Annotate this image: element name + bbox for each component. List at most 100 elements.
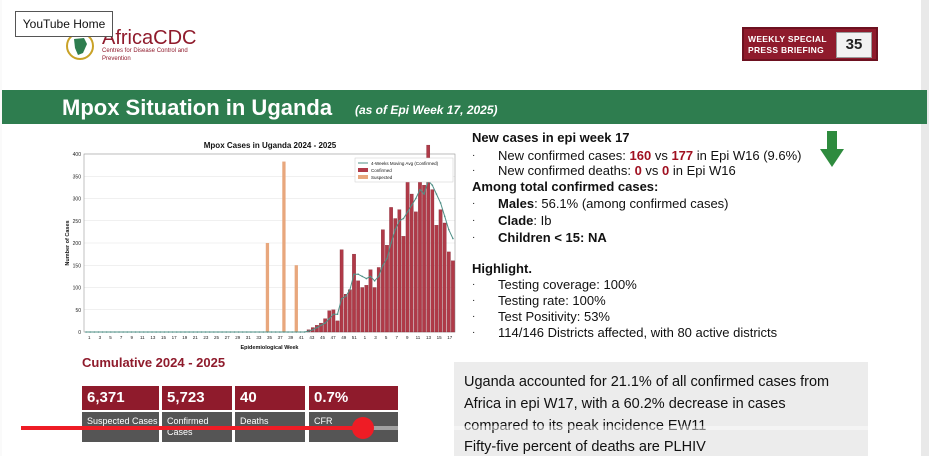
x-tick-label: 5	[109, 335, 112, 340]
moving-average-point	[402, 217, 405, 220]
moving-average-point	[299, 331, 302, 333]
confirmed-bar	[447, 251, 451, 333]
moving-average-point	[85, 331, 87, 333]
moving-average-point	[328, 317, 331, 320]
males-value: : 56.1% (among confirmed cases)	[534, 196, 729, 211]
video-progress-handle[interactable]	[352, 417, 374, 439]
legend-swatch-suspected	[358, 175, 368, 179]
moving-average-point	[357, 273, 359, 275]
x-tick-label: 1	[364, 335, 367, 340]
moving-average-point	[163, 331, 166, 333]
stat-cfr-value: 0.7%	[309, 386, 398, 410]
confirmed-bar	[360, 287, 365, 333]
moving-average-point	[122, 331, 124, 333]
video-progress-fill[interactable]	[21, 426, 363, 430]
moving-average-point	[439, 202, 442, 204]
confirmed-bar	[327, 310, 332, 333]
districts-affected: 114/146 Districts affected, with 80 acti…	[498, 325, 778, 340]
video-progress-track[interactable]	[21, 426, 921, 430]
x-tick-label: 29	[235, 335, 241, 340]
x-tick-label: 11	[416, 335, 421, 340]
bullet: ·	[472, 215, 476, 226]
x-tick-label: 3	[99, 335, 102, 340]
confirmed-bar	[376, 267, 381, 333]
moving-average-point	[254, 331, 256, 333]
moving-average-point	[390, 242, 392, 244]
y-tick-label: 150	[73, 263, 82, 269]
moving-average-point	[353, 273, 355, 275]
new-cases-heading: New cases in epi week 17	[472, 130, 630, 145]
moving-average-point	[398, 219, 401, 222]
suspected-bar	[282, 161, 286, 332]
moving-average-point	[171, 331, 174, 333]
x-tick-label: 41	[299, 335, 305, 340]
moving-average-point	[241, 331, 244, 333]
new-confirmed-current: 160	[629, 148, 652, 163]
moving-average-point	[155, 331, 157, 333]
new-confirmed-line: New confirmed cases: 160 vs 177 in Epi W…	[498, 148, 802, 164]
confirmed-bar	[368, 269, 373, 333]
moving-average-point	[344, 295, 347, 298]
confirmed-bar	[389, 207, 393, 333]
moving-average-point	[134, 331, 137, 333]
moving-average-point	[221, 331, 223, 333]
moving-average-point	[419, 188, 421, 191]
x-tick-label: 17	[172, 335, 178, 340]
y-tick-label: 400	[73, 152, 82, 158]
new-deaths-prefix: New confirmed deaths:	[498, 163, 635, 178]
x-tick-label: 9	[406, 335, 409, 340]
moving-average-point	[415, 197, 417, 200]
confirmed-bar	[319, 322, 323, 333]
x-tick-label: 19	[182, 335, 188, 340]
x-tick-label: 43	[309, 335, 315, 340]
x-tick-label: 25	[214, 335, 220, 340]
y-tick-label: 300	[73, 197, 82, 203]
moving-average-point	[109, 331, 112, 333]
moving-average-point	[324, 322, 326, 324]
confirmed-bar	[426, 144, 431, 333]
confirmed-bar	[405, 178, 410, 333]
new-deaths-line: New confirmed deaths: 0 vs 0 in Epi W16	[498, 163, 736, 179]
x-tick-label: 9	[130, 335, 133, 340]
moving-average-point	[225, 331, 228, 333]
moving-average-point	[406, 211, 409, 213]
moving-average-point	[303, 331, 306, 333]
new-confirmed-prefix: New confirmed cases:	[498, 148, 630, 163]
moving-average-point	[233, 331, 236, 333]
confirmed-bar	[372, 287, 377, 333]
moving-average-point	[307, 330, 310, 332]
moving-average-point	[332, 313, 335, 315]
moving-average-point	[89, 331, 91, 333]
mpox-chart: 0 50 100 150 200 250 300 350 400 1 3 5 7 9 11 13 15 17 19 2…	[60, 136, 460, 358]
y-tick-label: 250	[73, 219, 82, 225]
clade-value: : Ib	[533, 213, 552, 228]
confirmed-bar	[418, 180, 422, 333]
confirmed-bar	[335, 320, 340, 333]
moving-average-point	[180, 331, 182, 333]
briefing-label: WEEKLY SPECIAL PRESS BRIEFING	[748, 34, 827, 55]
moving-average-point	[423, 193, 425, 195]
chart-title: Mpox Cases in Uganda 2024 - 2025	[203, 141, 337, 150]
moving-average-point	[386, 257, 388, 260]
x-tick-label: 7	[120, 335, 123, 340]
note-line-3: compared to its peak incidence EW11	[464, 418, 707, 434]
x-tick-label: 5	[385, 335, 388, 340]
moving-average-point	[373, 280, 376, 282]
moving-average-point	[361, 275, 364, 278]
moving-average-point	[295, 331, 298, 333]
moving-average-point	[431, 184, 434, 186]
bullet: ·	[472, 198, 476, 209]
x-tick-label: 13	[150, 335, 156, 340]
x-tick-label: 37	[278, 335, 284, 340]
x-axis-label: Epidemiological Week	[241, 345, 300, 351]
new-deaths-prev: 0	[662, 163, 670, 178]
moving-average-point	[97, 331, 100, 333]
new-deaths-current: 0	[634, 163, 642, 178]
clade-label: Clade	[498, 213, 534, 228]
right-edge	[921, 0, 929, 456]
new-deaths-suffix: in Epi W16	[669, 163, 736, 178]
moving-average-point	[443, 215, 446, 218]
x-tick-label: 21	[193, 335, 199, 340]
note-line-2: Africa in epi W17, with a 60.2% decrease…	[464, 396, 786, 412]
